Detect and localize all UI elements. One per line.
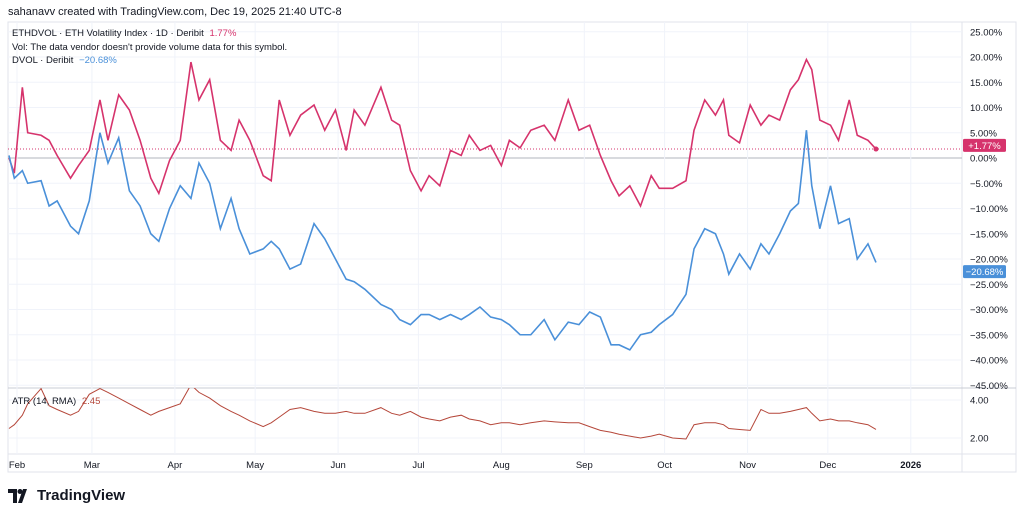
last-value-badge-dvol bbox=[963, 265, 1006, 279]
y-tick-label: −5.00% bbox=[970, 179, 1003, 190]
atr-legend[interactable]: ATR (14, RMA) 2.45 bbox=[12, 396, 100, 407]
atr-label: ATR (14, RMA) bbox=[12, 396, 77, 407]
y-tick-label: −15.00% bbox=[970, 229, 1008, 240]
x-tick-label: May bbox=[246, 460, 264, 471]
volume-note: Vol: The data vendor doesn't provide vol… bbox=[12, 42, 288, 53]
compare-symbol-legend[interactable]: DVOL · Deribit −20.68% bbox=[12, 55, 117, 66]
y-tick-label: −10.00% bbox=[970, 204, 1008, 215]
chart-frame bbox=[7, 21, 1017, 473]
brand-name: TradingView bbox=[37, 487, 126, 504]
y-tick-label: 20.00% bbox=[970, 53, 1003, 64]
last-value-label-dvol: −20.68% bbox=[966, 267, 1004, 278]
x-tick-label: Aug bbox=[493, 460, 510, 471]
x-tick-label: Jun bbox=[330, 460, 345, 471]
y-tick-label: 0.00% bbox=[970, 154, 997, 165]
y-tick-label: −20.00% bbox=[970, 255, 1008, 266]
series-line-dvol[interactable] bbox=[8, 130, 877, 351]
main-symbol-legend[interactable]: ETHDVOL · ETH Volatility Index · 1D · De… bbox=[12, 28, 236, 39]
y-tick-label: 15.00% bbox=[970, 78, 1003, 89]
x-tick-label: Dec bbox=[819, 460, 836, 471]
y-tick-label: −25.00% bbox=[970, 280, 1008, 291]
tradingview-logo[interactable]: TradingView bbox=[8, 487, 125, 504]
main-symbol-label: ETHDVOL · ETH Volatility Index · 1D · De… bbox=[12, 28, 204, 39]
x-tick-label: Mar bbox=[84, 460, 100, 471]
series-line-ethdvol[interactable] bbox=[8, 57, 877, 208]
x-tick-label: Apr bbox=[167, 460, 182, 471]
y-tick-label: −30.00% bbox=[970, 305, 1008, 316]
y-tick-label: 10.00% bbox=[970, 103, 1003, 114]
y-tick-label: 5.00% bbox=[970, 128, 997, 139]
x-tick-label: Nov bbox=[739, 460, 756, 471]
chart-credit: sahanavv created with TradingView.com, D… bbox=[8, 6, 342, 18]
last-value-badge-ethdvol bbox=[963, 138, 1006, 152]
x-tick-label: Oct bbox=[657, 460, 672, 471]
last-point-marker bbox=[873, 146, 879, 152]
y-tick-label: −40.00% bbox=[970, 356, 1008, 367]
x-tick-label: Feb bbox=[9, 460, 25, 471]
main-symbol-value: 1.77% bbox=[209, 28, 237, 39]
x-tick-label: Jul bbox=[412, 460, 424, 471]
x-tick-label: Sep bbox=[576, 460, 593, 471]
tradingview-logo-icon bbox=[8, 488, 27, 503]
x-tick-label: 2026 bbox=[900, 460, 921, 471]
last-value-label-ethdvol: +1.77% bbox=[968, 141, 1001, 152]
atr-line[interactable] bbox=[8, 385, 877, 440]
compare-symbol-value: −20.68% bbox=[79, 55, 117, 66]
atr-value: 2.45 bbox=[81, 396, 101, 407]
y-tick-label: 25.00% bbox=[970, 27, 1003, 38]
atr-tick-label: 4.00 bbox=[970, 396, 989, 407]
atr-tick-label: 2.00 bbox=[970, 434, 989, 445]
y-tick-label: −35.00% bbox=[970, 330, 1008, 341]
y-tick-label: −45.00% bbox=[970, 381, 1008, 392]
compare-symbol-label: DVOL · Deribit bbox=[12, 55, 74, 66]
